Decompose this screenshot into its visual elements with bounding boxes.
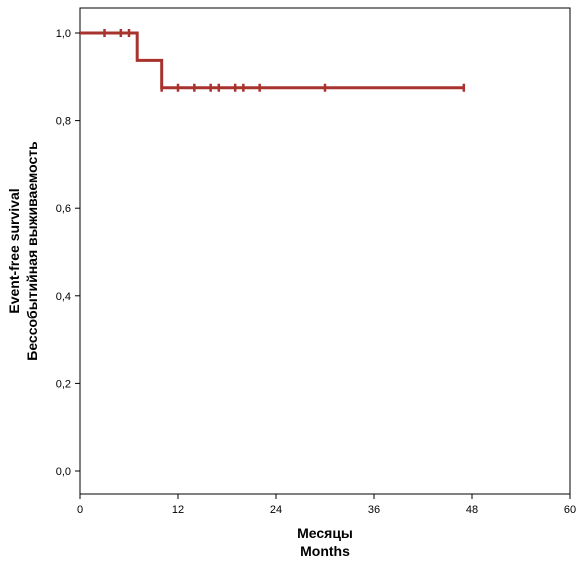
x-tick-label: 48 xyxy=(466,504,478,516)
y-tick-label: 0,4 xyxy=(56,291,71,303)
x-axis-title-ru: Месяцы xyxy=(297,525,353,541)
x-tick-label: 12 xyxy=(172,504,184,516)
y-tick-label: 1,0 xyxy=(56,28,71,40)
y-tick-label: 0,6 xyxy=(56,203,71,215)
x-tick-label: 60 xyxy=(564,504,576,516)
x-tick-label: 24 xyxy=(270,504,282,516)
y-axis-title-ru: Бессобытийная выживаемость xyxy=(24,141,40,361)
y-axis-title-en: Event-free survival xyxy=(6,188,22,313)
y-tick-label: 0,0 xyxy=(56,466,71,478)
survival-step-line xyxy=(80,31,464,90)
x-tick-label: 36 xyxy=(368,504,380,516)
y-tick-label: 0,8 xyxy=(56,116,71,128)
y-tick-label: 0,2 xyxy=(56,378,71,390)
x-axis: 0 12 24 36 48 60 xyxy=(77,494,576,516)
x-axis-title-en: Months xyxy=(300,543,350,559)
x-tick-label: 0 xyxy=(77,504,83,516)
plot-frame xyxy=(79,7,571,495)
y-axis: 0,0 0,2 0,4 0,6 0,8 1,0 xyxy=(56,28,80,478)
series-layer xyxy=(80,29,466,92)
